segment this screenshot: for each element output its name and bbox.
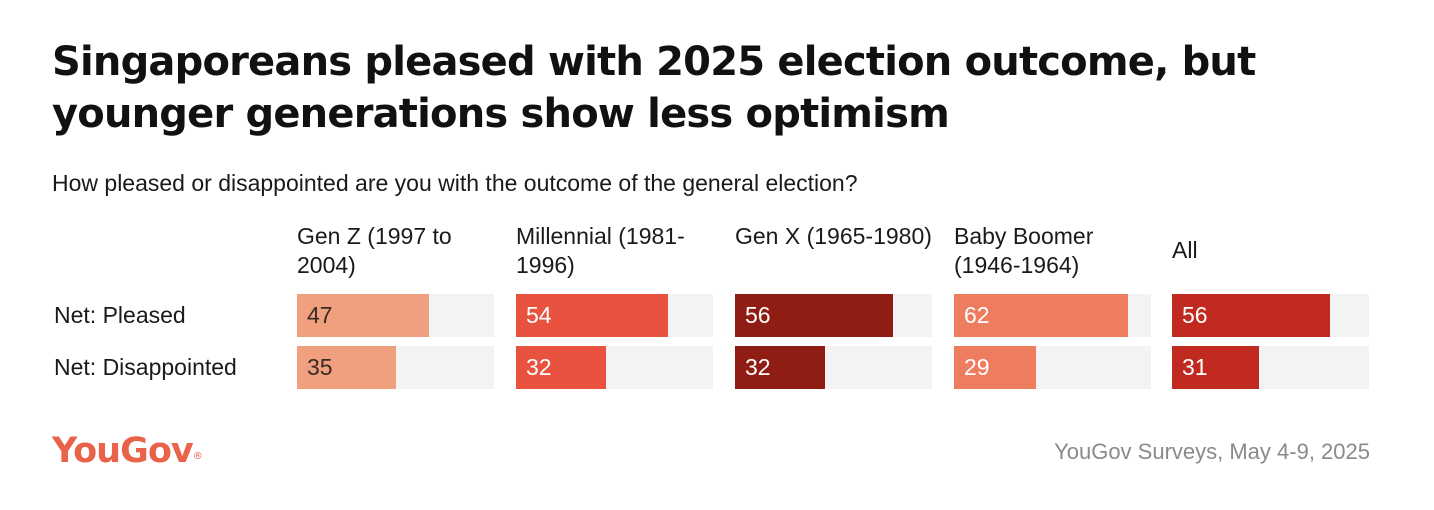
group-header: All [1172,237,1198,263]
bar-track: 56 [735,294,932,337]
registered-mark: ® [192,451,203,462]
bar-track: 29 [954,346,1151,389]
group-header: Millennial (1981-1996) [516,223,685,278]
group-header: Baby Boomer (1946-1964) [954,223,1094,278]
bar [1172,346,1259,389]
bar [735,346,825,389]
bar-track: 54 [516,294,713,337]
yougov-logo: YouGov® [52,428,203,474]
data-label: 54 [526,302,552,328]
group-header: Gen Z (1997 to 2004) [297,223,452,278]
data-label: 32 [745,354,771,380]
data-label: 35 [307,354,333,380]
logo-text: YouGov [52,431,194,471]
bar [297,294,429,337]
data-label: 62 [964,302,990,328]
bar-track: 47 [297,294,494,337]
data-label: 56 [1182,302,1208,328]
bar [297,346,396,389]
bar [954,294,1128,337]
bar [1172,294,1330,337]
bar [735,294,893,337]
chart-title: Singaporeans pleased with 2025 election … [52,39,1256,137]
bar [516,346,606,389]
bar [954,346,1036,389]
bar [516,294,668,337]
row-label: Net: Disappointed [54,354,237,380]
bar-track: 31 [1172,346,1369,389]
group-header: Gen X (1965-1980) [735,223,932,249]
bar-track: 62 [954,294,1151,337]
data-label: 56 [745,302,771,328]
bar-track: 32 [735,346,932,389]
bar-track: 56 [1172,294,1369,337]
source-note: YouGov Surveys, May 4-9, 2025 [1054,439,1370,464]
data-label: 32 [526,354,552,380]
chart-subtitle: How pleased or disappointed are you with… [52,170,858,196]
row-label: Net: Pleased [54,302,186,328]
data-label: 47 [307,302,333,328]
data-label: 29 [964,354,990,380]
bar-track: 35 [297,346,494,389]
bar-track: 32 [516,346,713,389]
data-label: 31 [1182,354,1208,380]
